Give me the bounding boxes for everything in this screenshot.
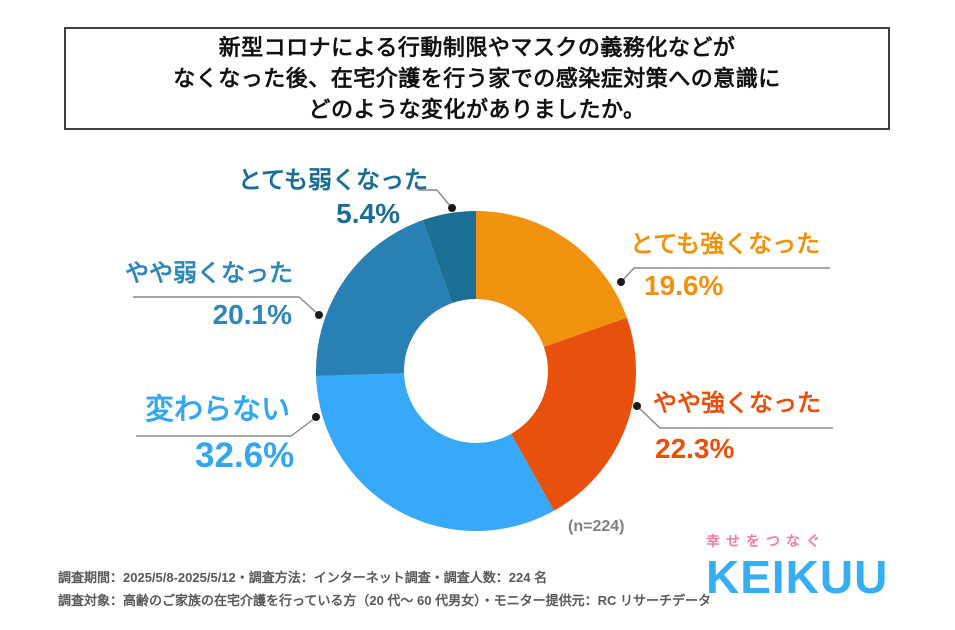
donut-slice-4 bbox=[422, 211, 476, 304]
slice-label-somewhat-strong: やや強くなった 22.3% bbox=[653, 390, 821, 465]
donut-slice-2 bbox=[316, 373, 554, 531]
leader-line-very-strong bbox=[621, 267, 830, 282]
donut-slice-3 bbox=[316, 220, 453, 377]
leader-line-somewhat-strong bbox=[637, 406, 833, 429]
slice-label-somewhat-weak-pct: 20.1% bbox=[212, 298, 292, 330]
slice-label-somewhat-strong-pct: 22.3% bbox=[655, 432, 735, 464]
slice-label-very-strong: とても強くなった 19.6% bbox=[630, 231, 820, 302]
leader-dot-somewhat-weak bbox=[315, 311, 323, 319]
survey-question-box: 新型コロナによる行動制限やマスクの義務化などが なくなった後、在宅介護を行う家で… bbox=[64, 27, 890, 130]
slice-label-very-weak-text: とても弱くなった bbox=[237, 167, 428, 194]
leader-lines bbox=[133, 189, 833, 437]
donut-slice-0 bbox=[476, 210, 627, 348]
survey-methodology-line1: 調査期間：2025/5/8-2025/5/12・調査方法：インターネット調査・調… bbox=[58, 570, 548, 585]
leader-line-unchanged bbox=[136, 417, 316, 437]
logo-name: KEIKUU bbox=[706, 551, 889, 603]
donut-slice-1 bbox=[511, 317, 637, 511]
survey-question-line2: なくなった後、在宅介護を行う家での感染症対策への意識に bbox=[173, 66, 781, 91]
leader-dot-unchanged bbox=[312, 413, 320, 421]
slice-label-very-strong-pct: 19.6% bbox=[644, 269, 724, 301]
leader-dot-very-weak bbox=[448, 204, 456, 212]
leader-dots bbox=[312, 204, 641, 421]
leader-dot-somewhat-strong bbox=[633, 402, 641, 410]
slice-label-unchanged-pct: 32.6% bbox=[195, 436, 295, 476]
company-logo: 幸せをつなぐ KEIKUU bbox=[706, 531, 888, 600]
leader-dot-very-strong bbox=[617, 278, 625, 286]
survey-question-line3: どのような変化がありましたか。 bbox=[308, 97, 646, 122]
logo-tagline: 幸せをつなぐ bbox=[706, 534, 826, 550]
leader-line-somewhat-weak bbox=[133, 296, 319, 315]
survey-methodology-line2: 調査対象：高齢のご家族の在宅介護を行っている方（20 代～ 60 代男女）・モニ… bbox=[58, 593, 711, 608]
survey-question-line1: 新型コロナによる行動制限やマスクの義務化などが bbox=[218, 35, 736, 60]
slice-label-very-strong-text: とても強くなった bbox=[630, 231, 821, 258]
slice-label-very-weak: とても弱くなった 5.4% bbox=[195, 167, 428, 230]
sample-size-note: (n=224) bbox=[568, 518, 625, 535]
slice-label-very-weak-pct: 5.4% bbox=[336, 197, 400, 229]
leader-line-very-weak bbox=[418, 189, 452, 208]
survey-methodology: 調査期間：2025/5/8-2025/5/12・調査方法：インターネット調査・調… bbox=[58, 566, 711, 612]
slice-label-unchanged: 変わらない 32.6% bbox=[145, 394, 294, 477]
slice-label-somewhat-strong-text: やや強くなった bbox=[653, 390, 821, 417]
slice-label-unchanged-text: 変わらない bbox=[145, 394, 291, 426]
slice-label-somewhat-weak: やや弱くなった 20.1% bbox=[125, 260, 293, 331]
slice-label-somewhat-weak-text: やや弱くなった bbox=[125, 260, 293, 287]
